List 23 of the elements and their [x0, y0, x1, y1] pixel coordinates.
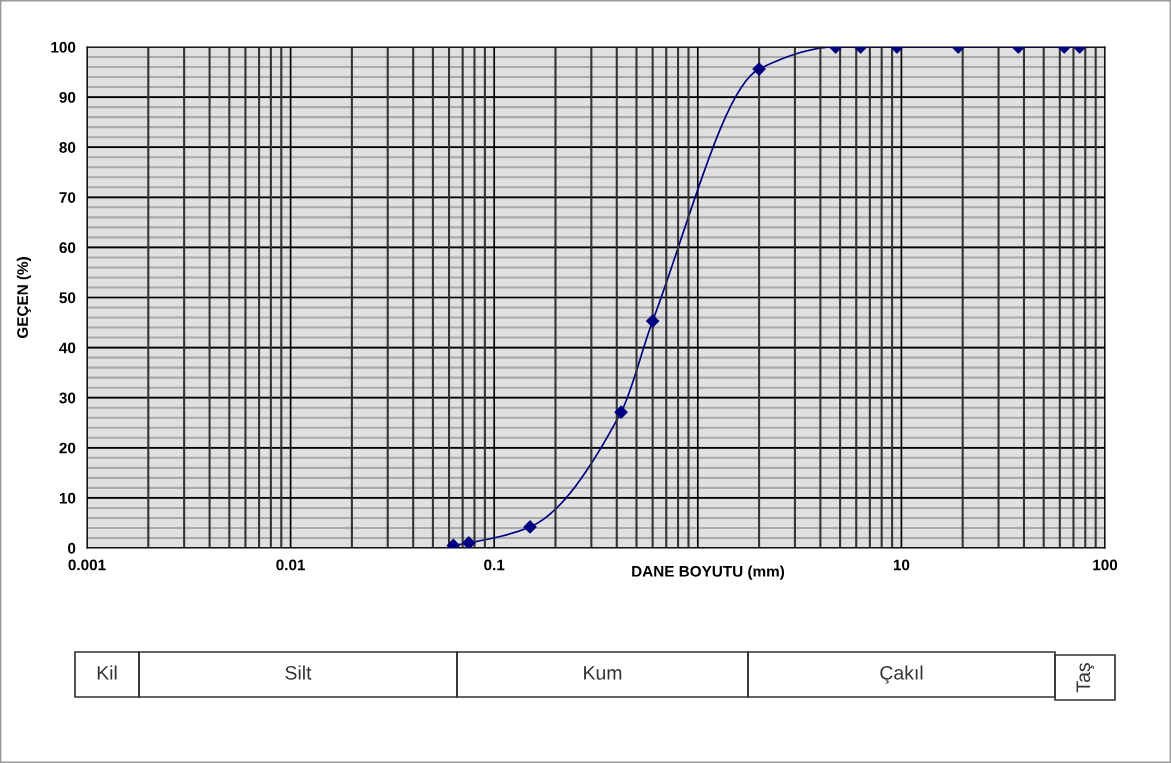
text: Çakıl — [880, 665, 923, 684]
y-tick-label: 40 — [59, 342, 76, 354]
x-tick-label: 0.01 — [276, 559, 306, 571]
y-tick-label: 70 — [59, 192, 76, 203]
x-axis-title: DANE BOYUTU (mm) — [632, 565, 785, 580]
y-tick-label: 20 — [59, 442, 76, 454]
text: Kil — [97, 665, 117, 680]
y-tick-label: 0 — [68, 542, 76, 554]
y-tick-label: 10 — [59, 492, 76, 504]
text: Taş — [1076, 663, 1095, 693]
x-tick-label: 10 — [893, 559, 910, 571]
y-tick-label: 30 — [59, 392, 76, 404]
y-tick-label: 100 — [51, 41, 76, 53]
y-tick-label: 60 — [59, 242, 76, 254]
x-tick-label: 0.001 — [68, 559, 106, 571]
y-tick-label: 90 — [59, 91, 76, 103]
x-tick-label: 0.1 — [484, 559, 505, 571]
text: Silt — [285, 665, 312, 680]
y-tick-label: 80 — [59, 142, 76, 153]
x-tick-label: 100 — [1093, 559, 1118, 571]
y-tick-label: 50 — [59, 292, 76, 304]
y-axis-title: GEÇEN (%) — [16, 257, 32, 339]
text: Kum — [584, 666, 622, 680]
